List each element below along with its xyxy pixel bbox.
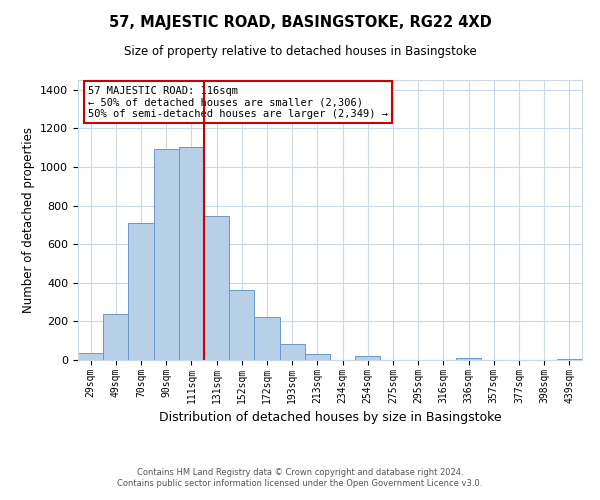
- Bar: [128, 223, 154, 360]
- Bar: [103, 314, 128, 360]
- Bar: [78, 353, 103, 360]
- Bar: [154, 148, 179, 360]
- Bar: [305, 354, 330, 360]
- Bar: [280, 344, 305, 360]
- Text: 57, MAJESTIC ROAD, BASINGSTOKE, RG22 4XD: 57, MAJESTIC ROAD, BASINGSTOKE, RG22 4XD: [109, 15, 491, 30]
- Bar: [179, 146, 204, 360]
- Text: Size of property relative to detached houses in Basingstoke: Size of property relative to detached ho…: [124, 45, 476, 58]
- Bar: [456, 358, 481, 360]
- Bar: [557, 359, 582, 360]
- Text: 57 MAJESTIC ROAD: 116sqm
← 50% of detached houses are smaller (2,306)
50% of sem: 57 MAJESTIC ROAD: 116sqm ← 50% of detach…: [88, 86, 388, 119]
- Text: Contains HM Land Registry data © Crown copyright and database right 2024.
Contai: Contains HM Land Registry data © Crown c…: [118, 468, 482, 487]
- Bar: [355, 356, 380, 360]
- X-axis label: Distribution of detached houses by size in Basingstoke: Distribution of detached houses by size …: [158, 411, 502, 424]
- Bar: [229, 290, 254, 360]
- Bar: [254, 316, 280, 360]
- Y-axis label: Number of detached properties: Number of detached properties: [22, 127, 35, 313]
- Bar: [204, 216, 229, 360]
